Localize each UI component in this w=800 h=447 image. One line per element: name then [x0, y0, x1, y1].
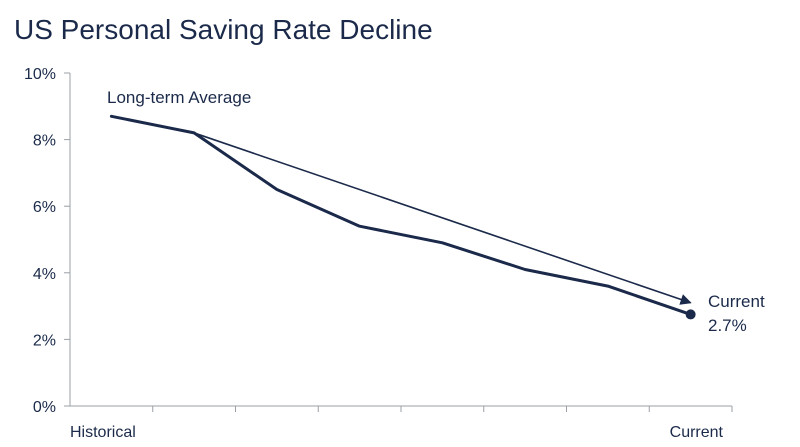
annotation-current-label: Current — [708, 292, 765, 311]
y-tick-label: 2% — [33, 332, 56, 349]
y-tick-label: 6% — [33, 199, 56, 216]
current-point-marker — [685, 309, 696, 320]
chart-title: US Personal Saving Rate Decline — [14, 14, 433, 45]
annotation-current-value: 2.7% — [708, 316, 747, 335]
annotation-long-term-average: Long-term Average — [107, 88, 251, 107]
y-tick-label: 8% — [33, 133, 56, 150]
saving-rate-line — [109, 114, 693, 316]
x-tick-label-historical: Historical — [70, 424, 136, 441]
x-tick-label-current: Current — [670, 424, 724, 441]
y-tick-label: 10% — [24, 66, 56, 83]
y-tick-label: 0% — [33, 399, 56, 416]
y-tick-label: 4% — [33, 266, 56, 283]
trend-arrow — [193, 132, 692, 305]
